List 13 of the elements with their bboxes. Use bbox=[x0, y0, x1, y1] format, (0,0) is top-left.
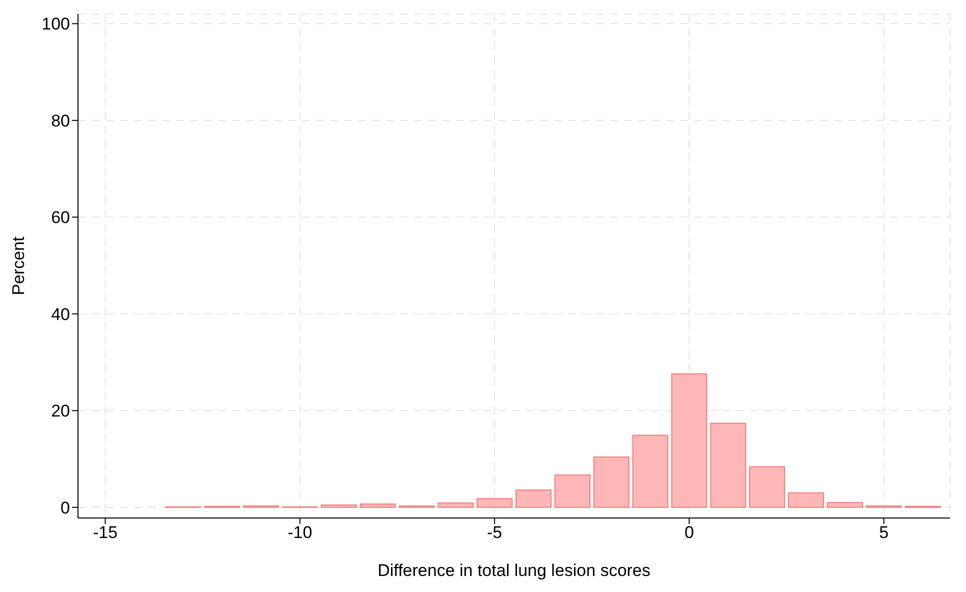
y-tick-label: 100 bbox=[42, 14, 70, 34]
x-tick-label: 0 bbox=[684, 523, 694, 542]
y-tick-label: 40 bbox=[51, 304, 70, 324]
x-tick-label: 5 bbox=[879, 523, 889, 542]
x-tick-label: -15 bbox=[92, 523, 118, 542]
x-axis-title: Difference in total lung lesion scores bbox=[378, 561, 650, 580]
x-tick-label: -5 bbox=[486, 523, 502, 542]
y-axis-title: Percent bbox=[9, 236, 28, 296]
x-tick-label: -10 bbox=[288, 523, 312, 542]
y-tick-label: 60 bbox=[51, 208, 70, 228]
y-tick-label: 80 bbox=[51, 111, 70, 130]
y-tick-label: 20 bbox=[51, 402, 70, 421]
y-tick-label: 0 bbox=[60, 498, 70, 518]
